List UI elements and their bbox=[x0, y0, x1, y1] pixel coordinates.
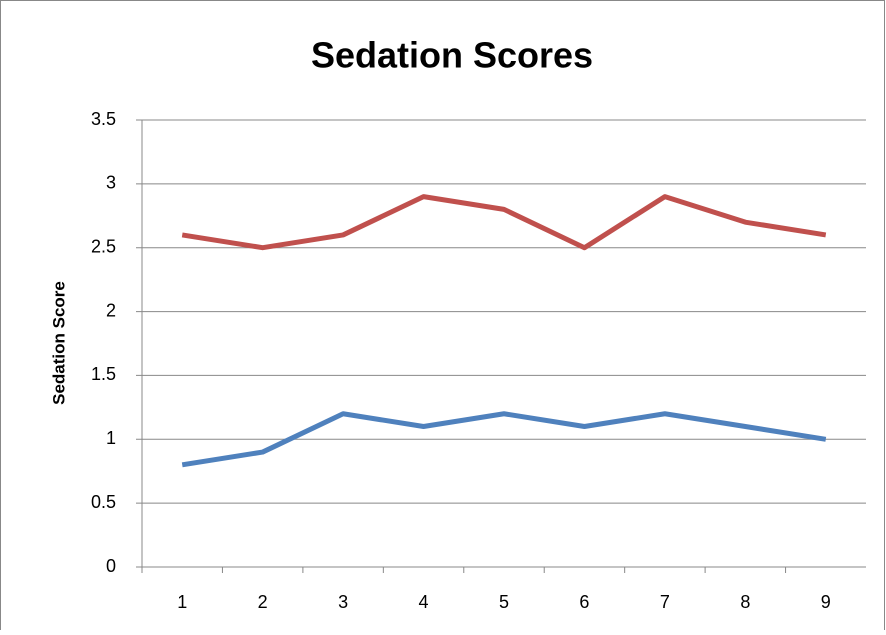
y-tick-label: 1 bbox=[106, 428, 116, 448]
y-tick-label: 0 bbox=[106, 556, 116, 576]
x-tick-label: 9 bbox=[821, 592, 831, 612]
chart-title: Sedation Scores bbox=[311, 35, 593, 76]
x-tick-label: 1 bbox=[177, 592, 187, 612]
y-axis-label: Sedation Score bbox=[49, 281, 68, 405]
line-series bbox=[181, 194, 827, 251]
y-tick-label: 3 bbox=[106, 173, 116, 193]
y-tick-label: 2 bbox=[106, 300, 116, 320]
line-series bbox=[181, 411, 827, 468]
x-tick-label: 8 bbox=[740, 592, 750, 612]
y-tick-label: 3.5 bbox=[91, 109, 116, 129]
y-tick-label: 0.5 bbox=[91, 492, 116, 512]
x-tick-label: 3 bbox=[338, 592, 348, 612]
x-tick-label: 2 bbox=[258, 592, 268, 612]
y-tick-label: 1.5 bbox=[91, 364, 116, 384]
y-tick-label: 2.5 bbox=[91, 236, 116, 256]
x-tick-label: 7 bbox=[660, 592, 670, 612]
x-tick-label: 5 bbox=[499, 592, 509, 612]
x-tick-label: 4 bbox=[419, 592, 429, 612]
x-tick-label: 6 bbox=[579, 592, 589, 612]
